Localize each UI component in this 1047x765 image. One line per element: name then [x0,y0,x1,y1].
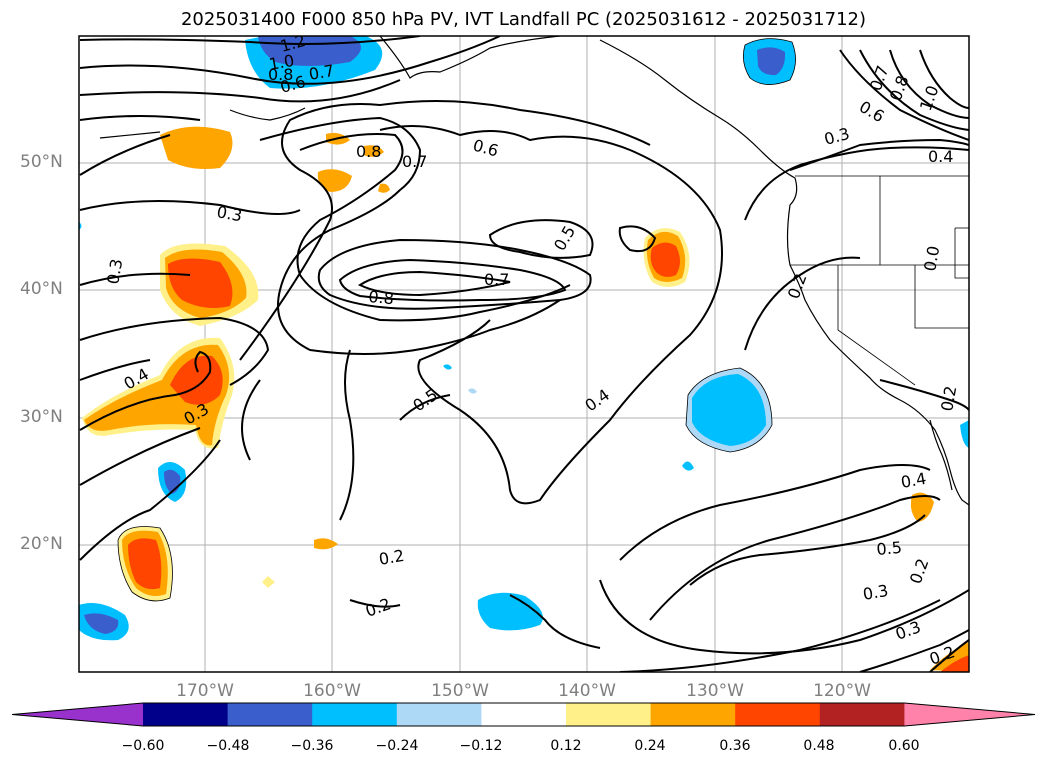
lat-label-30n: 30°N [20,407,63,427]
colorbar [11,702,1036,727]
lon-label-170w: 170°W [176,681,234,701]
colorbar-extend-max [904,703,1035,726]
colorbar-segment [396,703,482,726]
contour-label: 0.3 [215,202,243,225]
map-title: 2025031400 F000 850 hPa PV, IVT Landfall… [180,9,867,30]
colorbar-tick: −0.12 [459,738,503,754]
colorbar-extend-min [12,703,143,726]
lat-label-40n: 40°N [20,279,63,299]
colorbar-tick: −0.24 [375,738,419,754]
lon-label-150w: 150°W [431,681,489,701]
contour-label: 0.8 [356,142,381,161]
negative-anomaly-shading [79,36,969,641]
lon-label-140w: 140°W [558,681,616,701]
contour-label: 1.0 [267,51,295,74]
contour-labels: 1.21.00.8 0.70.60.80.70.60.30.30.40.30.80… [103,31,960,669]
contour-label: 0.8 [368,287,395,308]
colorbar-outline [11,702,1036,727]
lon-label-120w: 120°W [813,681,871,701]
colorbar-tick: 0.24 [634,738,666,754]
colorbar-segment [481,703,567,726]
contour-label: 0.2 [937,384,960,412]
contour-label: 0.7 [484,270,509,289]
lat-label-50n: 50°N [20,152,63,172]
colorbar-tick: 0.36 [719,738,751,754]
contour-label: 0.4 [928,147,953,166]
colorbar-tick: −0.48 [206,738,250,754]
contour-label: 0.7 [307,61,335,84]
graticule [79,36,969,672]
colorbar-tick: 0.12 [550,738,582,754]
colorbar-segment [735,703,821,726]
anomaly-outlines [117,38,796,602]
pv-contours [79,36,969,672]
colorbar-tick: 0.48 [803,738,835,754]
colorbar-segment [227,703,313,726]
contour-label: 0.3 [861,581,889,604]
contour-label: 0.4 [899,469,927,492]
contour-label: 0.3 [103,257,126,285]
contour-label: 1.2 [278,31,308,56]
lon-label-130w: 130°W [686,681,744,701]
colorbar-tick: −0.60 [121,738,165,754]
contour-label: 0.2 [377,546,405,569]
contour-label: 0.8 [268,65,293,84]
contour-label: 0.0 [920,244,943,272]
colorbar-segment [650,703,736,726]
contour-label: 0.7 [402,152,427,171]
state-borders [790,175,969,386]
lon-label-160w: 160°W [303,681,361,701]
colorbar-segment [566,703,652,726]
colorbar-tick: 0.60 [888,738,920,754]
colorbar-tick: −0.36 [290,738,334,754]
colorbar-segment [312,703,398,726]
colorbar-segment [143,703,229,726]
lat-label-20n: 20°N [20,534,63,554]
map-frame [78,35,970,673]
contour-label: 0.5 [876,538,903,559]
coastlines [99,36,969,506]
colorbar-segment [819,703,905,726]
